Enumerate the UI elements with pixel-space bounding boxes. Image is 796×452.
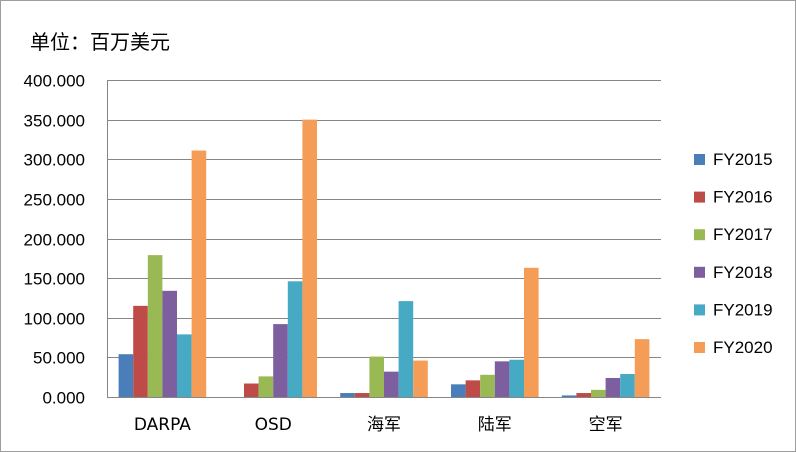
x-category-label: 空军 <box>589 415 623 435</box>
y-tick-label: 350.000 <box>24 112 85 131</box>
bar <box>177 334 192 397</box>
legend-swatch <box>694 304 705 316</box>
bar <box>398 301 414 397</box>
legend-label: FY2015 <box>713 150 773 169</box>
bar <box>244 383 259 397</box>
bar <box>451 384 466 397</box>
y-tick-label: 200.000 <box>24 231 85 250</box>
bar <box>494 361 510 397</box>
bar <box>620 374 635 397</box>
bar <box>369 356 384 397</box>
y-tick-label: 250.000 <box>24 191 85 210</box>
legend-label: FY2016 <box>713 188 773 207</box>
x-axis-category-labels: DARPA OSD 海军 陆军 空军 <box>134 415 623 435</box>
y-tick-label: 100.000 <box>24 310 85 329</box>
bar <box>191 150 207 397</box>
bar <box>634 339 650 397</box>
y-tick-label: 300.000 <box>24 151 85 170</box>
bar <box>509 359 524 397</box>
bar <box>354 393 370 397</box>
bar <box>561 395 577 397</box>
bar <box>287 281 303 397</box>
bar <box>465 380 481 397</box>
bar <box>480 374 495 397</box>
bar <box>576 393 591 397</box>
legend-swatch <box>694 191 705 203</box>
x-category-label: OSD <box>255 415 292 435</box>
y-axis-tick-labels: 0.000 50.000 100.000 150.000 200.000 250.000 3… <box>24 72 85 408</box>
legend-swatch <box>694 342 705 353</box>
legend-label: FY2018 <box>713 263 773 282</box>
y-tick-label: 0.000 <box>42 389 85 408</box>
y-tick-label: 50.000 <box>33 349 85 368</box>
gridlines <box>107 80 661 358</box>
bar <box>273 324 288 397</box>
bar <box>524 267 539 397</box>
legend-label: FY2017 <box>713 225 773 244</box>
bar <box>605 377 621 397</box>
legend-swatch <box>694 266 705 278</box>
unit-label: 单位：百万美元 <box>30 30 170 54</box>
bars <box>118 119 650 398</box>
x-category-label: DARPA <box>134 415 191 435</box>
bar <box>118 354 134 397</box>
bar <box>413 360 428 397</box>
y-tick-label: 150.000 <box>24 270 85 289</box>
bar <box>258 376 274 397</box>
bar <box>133 305 148 397</box>
x-category-label: 陆军 <box>478 415 512 435</box>
axes <box>107 80 661 398</box>
legend-label: FY2019 <box>713 300 773 319</box>
legend-swatch <box>694 154 705 165</box>
x-category-label: 海军 <box>367 415 401 435</box>
bar <box>162 290 177 397</box>
legend-label: FY2020 <box>713 338 773 357</box>
legend-swatch <box>694 229 705 241</box>
bar <box>384 371 399 397</box>
bar <box>302 119 317 398</box>
bar <box>147 255 163 397</box>
legend: FY2015 FY2016 FY2017 FY2018 FY2019 FY2020 <box>694 150 773 357</box>
bar <box>591 389 606 397</box>
bar <box>340 393 355 397</box>
y-tick-label: 400.000 <box>24 72 85 91</box>
